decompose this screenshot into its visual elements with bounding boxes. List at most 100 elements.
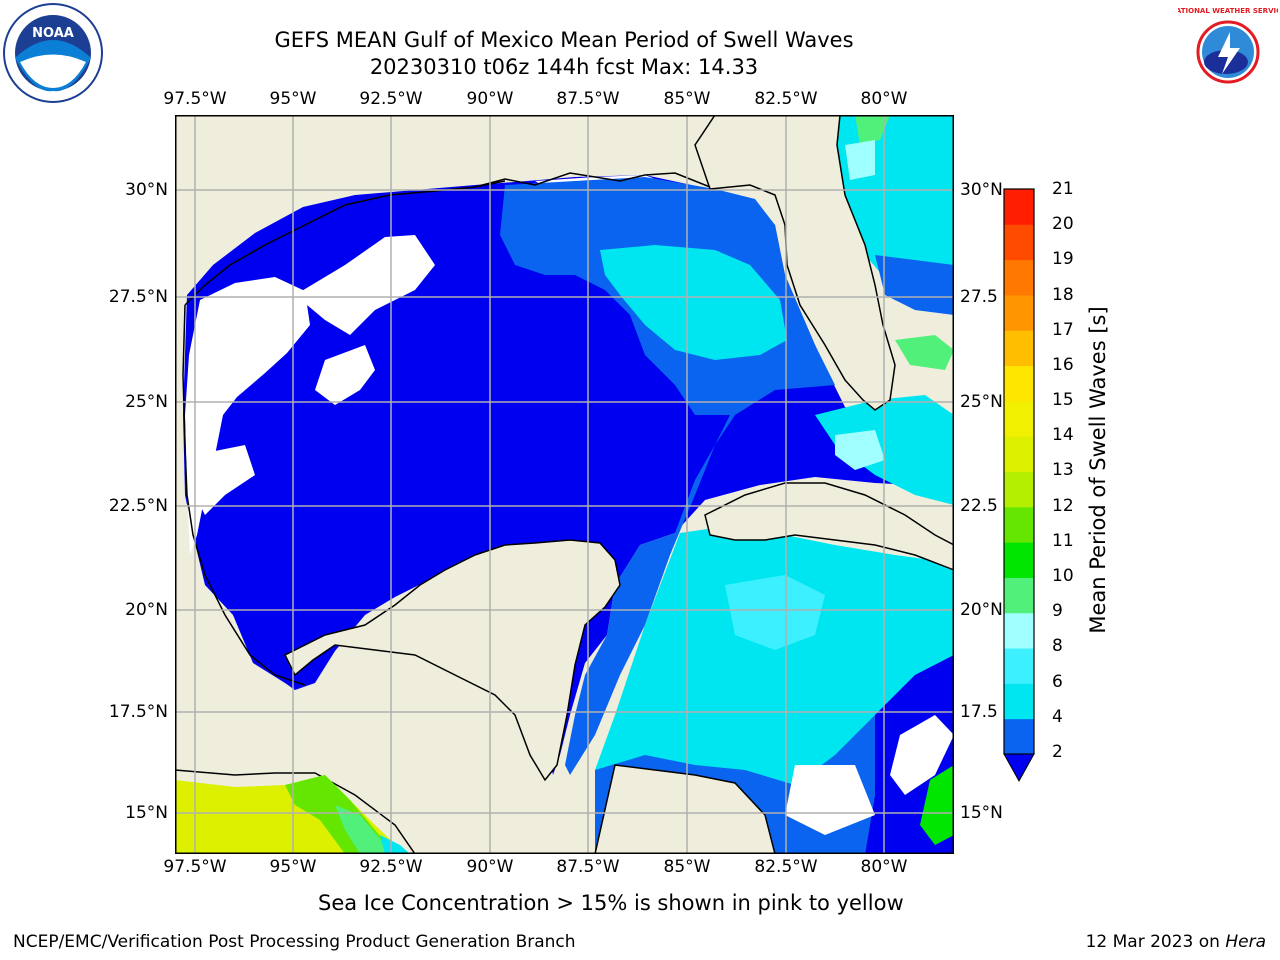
- coastline: [474, 172, 711, 188]
- swell-band-4-6: [600, 245, 787, 360]
- lon-tick-top: 82.5°W: [754, 89, 818, 109]
- sea-ice-note: Sea Ice Concentration > 15% is shown in …: [318, 891, 904, 915]
- swell-band-9-10: [895, 335, 954, 370]
- lat-tick-right: 20°N: [960, 600, 1003, 620]
- lon-tick-bottom: 95°W: [269, 857, 317, 877]
- host-name: Hera: [1225, 932, 1266, 952]
- lon-tick-top: 95°W: [269, 89, 317, 109]
- swell-band-9-10: [855, 115, 890, 145]
- pacific-water: [380, 835, 410, 854]
- colorbar-segment: [1004, 400, 1034, 437]
- lon-tick-top: 92.5°W: [359, 89, 423, 109]
- colorbar-extend-triangle: [1003, 753, 1035, 783]
- noaa-logo-text: NOAA: [32, 26, 74, 41]
- date-text: 12 Mar 2023 on: [1085, 932, 1226, 952]
- nodata-region: [195, 445, 255, 515]
- nodata-region: [295, 235, 435, 335]
- colorbar-segment: [1004, 189, 1034, 225]
- colorbar-segment: [1004, 259, 1034, 296]
- swell-band-10-11: [920, 765, 954, 845]
- colorbar-segment: [1004, 471, 1034, 508]
- colorbar-segment: [1004, 294, 1034, 331]
- colorbar-segment: [1004, 542, 1034, 578]
- nws-logo-text: NATIONAL WEATHER SERVICE: [1178, 7, 1278, 15]
- land-yucatan: [283, 539, 621, 782]
- colorbar-tick: 15: [1052, 390, 1074, 410]
- colorbar-tick: 19: [1052, 249, 1074, 269]
- lat-tick-left: 27.5°N: [108, 287, 168, 307]
- colorbar-tick: 14: [1052, 425, 1074, 445]
- colorbar-tick: 16: [1052, 355, 1074, 375]
- lon-tick-top: 90°W: [466, 89, 514, 109]
- producer-credit: NCEP/EMC/Verification Post Processing Pr…: [13, 932, 576, 952]
- lon-tick-top: 85°W: [663, 89, 711, 109]
- lon-tick-top: 87.5°W: [556, 89, 620, 109]
- swell-band-8-9: [835, 430, 885, 470]
- colorbar-tick: 17: [1052, 320, 1074, 340]
- colorbar-segment: [1004, 506, 1034, 543]
- map-panel: [175, 115, 954, 854]
- nodata-region: [185, 277, 310, 555]
- noaa-logo-icon: NOAA: [3, 3, 103, 103]
- coastline: [184, 180, 506, 306]
- colorbar-segment: [1004, 577, 1034, 614]
- lon-tick-bottom: 87.5°W: [556, 857, 620, 877]
- lon-tick-bottom: 97.5°W: [163, 857, 227, 877]
- lat-tick-right: 30°N: [960, 180, 1003, 200]
- colorbar-tick: 21: [1052, 179, 1074, 199]
- colorbar-segment: [1004, 683, 1034, 720]
- lon-tick-bottom: 90°W: [466, 857, 514, 877]
- colorbar-tick: 6: [1052, 672, 1063, 692]
- chart-title: GEFS MEAN Gulf of Mexico Mean Period of …: [274, 28, 854, 52]
- lon-tick-bottom: 82.5°W: [754, 857, 818, 877]
- colorbar-tick: 9: [1052, 601, 1063, 621]
- lat-tick-left: 15°N: [125, 803, 168, 823]
- colorbar-label: Mean Period of Swell Waves [s]: [1086, 306, 1110, 634]
- lat-tick-right: 15°N: [960, 803, 1003, 823]
- nws-logo: NATIONAL WEATHER SERVICE: [1170, 2, 1280, 102]
- swell-band-8-9: [845, 140, 875, 180]
- nodata-region: [785, 765, 875, 835]
- lat-tick-right: 25°N: [960, 392, 1003, 412]
- lon-tick-bottom: 85°W: [663, 857, 711, 877]
- lon-tick-bottom: 80°W: [860, 857, 908, 877]
- colorbar-tick: 2: [1052, 742, 1063, 762]
- lat-tick-right: 27.5: [960, 287, 998, 307]
- chart-subtitle: 20230310 t06z 144h fcst Max: 14.33: [369, 55, 759, 79]
- nodata-region: [890, 715, 954, 795]
- colorbar-tick: 20: [1052, 214, 1074, 234]
- colorbar-tick: 13: [1052, 460, 1074, 480]
- map-frame: [175, 115, 954, 854]
- colorbar-segment: [1004, 648, 1034, 684]
- lat-tick-left: 22.5°N: [108, 496, 168, 516]
- nodata-region: [315, 345, 375, 405]
- swell-band-6-8: [725, 575, 825, 650]
- generation-date: 12 Mar 2023 on Hera: [1086, 932, 1266, 952]
- colorbar-tick: 8: [1052, 636, 1063, 656]
- graticule: [175, 115, 954, 854]
- colorbar-tick: 11: [1052, 531, 1074, 551]
- lat-tick-right: 17.5: [960, 702, 998, 722]
- noaa-logo: NOAA: [2, 2, 104, 104]
- colorbar-segment: [1004, 330, 1034, 367]
- land-central-america: [594, 764, 776, 854]
- lat-tick-left: 17.5°N: [108, 702, 168, 722]
- lat-tick-left: 25°N: [125, 392, 168, 412]
- lat-tick-right: 22.5: [960, 496, 998, 516]
- land-cuba: [704, 482, 954, 571]
- atlantic-water: [875, 255, 954, 315]
- colorbar-tick: 4: [1052, 707, 1063, 727]
- colorbar-tick: 12: [1052, 496, 1074, 516]
- lon-tick-top: 80°W: [860, 89, 908, 109]
- colorbar-segment: [1004, 224, 1034, 261]
- lon-tick-top: 97.5°W: [163, 89, 227, 109]
- swell-band-9-10: [335, 805, 390, 854]
- colorbar-segment: [1004, 436, 1034, 472]
- lat-tick-left: 20°N: [125, 600, 168, 620]
- lat-tick-left: 30°N: [125, 180, 168, 200]
- nws-logo-icon: NATIONAL WEATHER SERVICE: [1170, 4, 1280, 100]
- colorbar-segment: [1004, 718, 1034, 755]
- coastline: [182, 304, 306, 686]
- colorbar-segment: [1004, 612, 1034, 649]
- colorbar-tick: 10: [1052, 566, 1074, 586]
